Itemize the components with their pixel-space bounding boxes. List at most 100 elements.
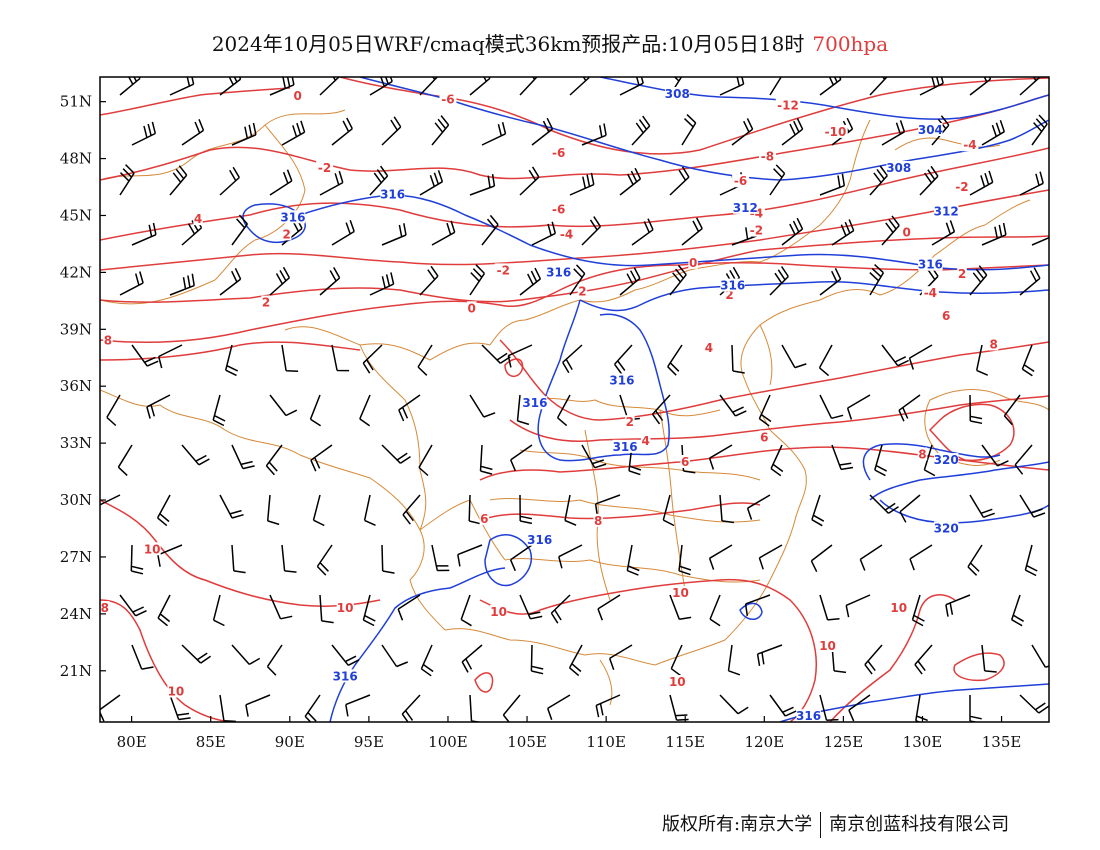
footer-left: 版权所有:南京大学 [662, 814, 813, 835]
wind-barb-icon [181, 444, 210, 466]
wind-barb-icon [708, 444, 733, 470]
wind-barb-icon [469, 173, 496, 196]
temperature-label-bg [640, 434, 651, 448]
height-label-bg [886, 160, 911, 174]
wind-barb-icon [558, 544, 583, 569]
temperature-label-bg [680, 455, 690, 468]
wind-barb-icon [769, 164, 786, 196]
temperature-label: 10 [672, 586, 689, 600]
wind-barb-icon [1031, 644, 1049, 669]
wind-barb-icon [119, 164, 135, 196]
wind-barb-icon [869, 494, 899, 514]
x-tick-label: 85E [196, 733, 226, 751]
wind-barb-icon [269, 266, 291, 296]
wind-barb-icon [224, 344, 239, 377]
temperature-label-bg [593, 513, 603, 527]
wind-barb-icon [219, 494, 244, 519]
temperature-label: -6 [734, 174, 747, 188]
wind-barb-icon [231, 644, 261, 666]
wind-barb-icon [881, 120, 906, 146]
wind-barb-icon [631, 218, 654, 246]
wind-barb-icon [931, 220, 956, 246]
temperature-label: -6 [441, 93, 454, 107]
wind-barb-icon [981, 644, 997, 673]
wind-barb-icon [669, 77, 683, 96]
x-tick-label: 95E [354, 733, 384, 751]
wind-barb-icon [831, 219, 855, 246]
wind-barb-icon [727, 644, 741, 676]
y-axis: 51N 48N 45N 42N 39N 36N 33N 30N 27N 24N 21N [60, 93, 106, 680]
wind-barb-icon [709, 594, 721, 627]
temperature-label-bg [550, 202, 568, 216]
height-label-bg [796, 709, 821, 723]
height-label: 308 [665, 87, 690, 101]
temperature-label: 2 [958, 267, 966, 281]
wind-barb-icon [319, 594, 334, 624]
map-title: 2024年10月05日WRF/cmaq模式36km预报产品:10月05日18时 7… [0, 28, 1100, 57]
wind-barb-icon [810, 544, 833, 573]
y-tick-label: 48N [60, 150, 92, 168]
height-label: 316 [380, 188, 405, 202]
wind-barb-icon [169, 77, 195, 96]
wind-barb-icon [969, 170, 994, 196]
wind-barb-icon [845, 594, 871, 618]
wind-barb-icon [106, 394, 121, 427]
wind-barb-icon [119, 271, 144, 296]
wind-barb-icon [869, 165, 888, 196]
wind-barb-icon [431, 544, 450, 572]
wind-barb-icon [848, 694, 871, 722]
y-tick-label: 42N [60, 263, 92, 281]
wind-barb-icon [369, 272, 395, 296]
y-tick-label: 45N [60, 206, 92, 224]
wind-barb-icon [1021, 344, 1035, 377]
wind-barb-icon [911, 594, 925, 627]
wind-barb-icon [662, 494, 675, 527]
wind-barb-icon [146, 394, 171, 419]
wind-barb-icon [869, 77, 888, 96]
wind-barb-icon [362, 344, 383, 374]
wind-barb-icon [309, 394, 322, 427]
wind-barb-icon [595, 694, 621, 718]
wind-barb-icon [818, 344, 833, 377]
wind-barb-icon [1031, 114, 1048, 146]
wind-barb-icon [219, 267, 242, 296]
wind-barb-icon [381, 544, 395, 574]
temperature-label-bg [625, 415, 635, 429]
wind-barb-icon [131, 121, 157, 146]
temperature-label-bg [281, 227, 292, 241]
wind-barb-icon [731, 344, 745, 374]
wind-barb-icon [531, 221, 557, 246]
temperature-label: 2 [262, 296, 270, 310]
wind-barb-icon [481, 214, 499, 246]
wind-barb-icon [169, 165, 188, 196]
wind-barb-icon [245, 694, 271, 717]
temperature-label-bg [466, 301, 477, 315]
wind-barb-icon [1019, 171, 1044, 196]
wind-barb-icon [130, 544, 144, 575]
temperature-label: -6 [552, 146, 565, 160]
wind-barb-icon [967, 544, 983, 576]
wind-barb-icon [581, 444, 607, 469]
wind-barb-icon [469, 394, 496, 418]
temperature-label: 10 [819, 639, 836, 653]
wind-barb-icon [431, 115, 450, 146]
temperature-label: 0 [468, 301, 476, 315]
wind-barb-icon [708, 544, 733, 570]
height-label-bg [546, 265, 571, 279]
wind-barb-icon [909, 544, 933, 571]
wind-barb-icon [319, 77, 340, 96]
wind-barb-icon [569, 77, 590, 96]
x-tick-label: 135E [982, 733, 1022, 751]
x-axis: 80E 85E 90E 95E 100E 105E 110E 115E 120E 125E 130E… [117, 716, 1022, 751]
wind-barb-icon [469, 264, 486, 296]
wind-barb-icon [231, 444, 255, 470]
wind-barb-icon [819, 77, 842, 96]
temperature-label-bg [193, 212, 203, 226]
wind-barb-icon [781, 118, 804, 146]
temperature-label: 6 [681, 455, 689, 469]
temperature-label: 0 [294, 89, 302, 103]
footer-separator [820, 812, 822, 838]
temperature-label: 10 [168, 685, 185, 699]
height-label: 320 [934, 521, 959, 535]
wind-barb-icon [769, 694, 797, 717]
